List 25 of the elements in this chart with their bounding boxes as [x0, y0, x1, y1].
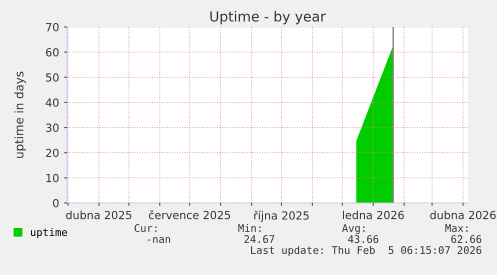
y-tick-label: 20	[46, 148, 59, 158]
y-tick-label: 30	[46, 124, 59, 132]
text: -nan	[148, 237, 170, 244]
text: Last update: Thu Feb 5 06:15:07 2026	[251, 246, 482, 256]
x-tick-label: července 2025	[148, 210, 230, 220]
y-axis-title: uptime in days	[14, 72, 26, 158]
y-tick-label: 10	[46, 174, 59, 182]
text: Avg:	[342, 224, 364, 234]
text: 43.66	[348, 235, 378, 244]
text: Cur:	[134, 224, 156, 232]
x-tick-label: října 2025	[254, 210, 309, 222]
text: Max:	[445, 224, 468, 232]
y-tick-label: 60	[46, 48, 59, 57]
text: 24.67	[244, 235, 274, 244]
x-tick-label: dubna 2025	[66, 210, 132, 220]
chart-title: Uptime - by year	[210, 10, 326, 24]
x-tick-label: ledna 2026	[342, 210, 404, 220]
legend-label: uptime	[30, 228, 67, 238]
text: Min:	[238, 224, 260, 232]
x-tick-label: dubna 2026	[430, 210, 496, 220]
y-tick-label: 50	[46, 73, 59, 82]
y-tick-label: 0	[53, 198, 59, 208]
y-tick-label: 40	[46, 98, 59, 107]
text: 62.66	[451, 235, 482, 244]
y-tick-label: 70	[46, 22, 59, 32]
